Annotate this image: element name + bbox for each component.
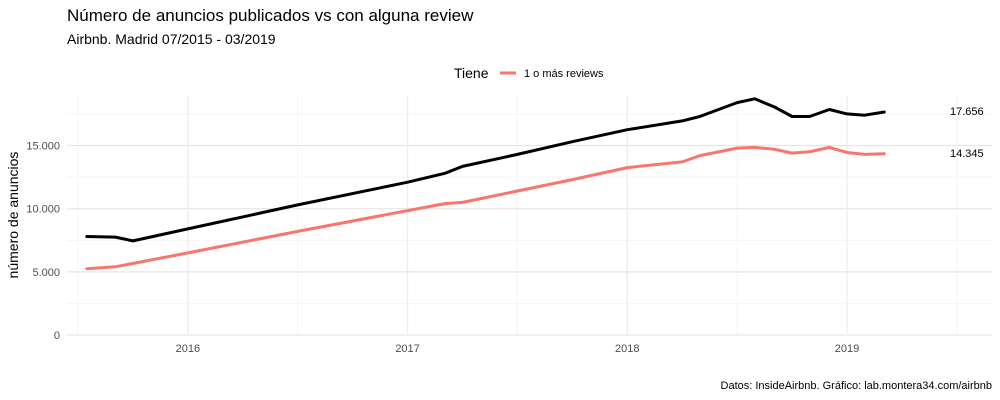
series-end-label: 14.345: [950, 148, 984, 160]
series-end-label: 17.656: [950, 106, 984, 118]
legend-title: Tiene: [454, 65, 489, 81]
chart-caption: Datos: InsideAirbnb. Gráfico: lab.monter…: [720, 380, 992, 392]
legend-entry-label: 1 o más reviews: [524, 68, 604, 80]
x-tick-label: 2019: [835, 343, 859, 355]
x-tick-label: 2018: [615, 343, 639, 355]
x-tick-label: 2017: [395, 343, 419, 355]
series-line-1: [85, 145, 886, 271]
axis-ticks: 0 5.000 10.000 15.000 2016 2017 2018 2019: [26, 141, 859, 355]
y-tick-label: 10.000: [26, 204, 60, 216]
y-tick-label: 0: [54, 330, 60, 342]
grid: [67, 95, 992, 336]
series-group: [85, 97, 886, 271]
y-axis-label: número de anuncios: [5, 152, 21, 279]
series-line-0: [85, 97, 886, 243]
chart-subtitle: Airbnb. Madrid 07/2015 - 03/2019: [67, 31, 276, 47]
y-tick-label: 5.000: [32, 267, 60, 279]
end-labels: 17.656 14.345: [950, 106, 984, 160]
y-tick-label: 15.000: [26, 141, 60, 153]
x-tick-label: 2016: [176, 343, 200, 355]
legend: Tiene 1 o más reviews: [454, 65, 604, 81]
chart-title: Número de anuncios publicados vs con alg…: [67, 6, 474, 25]
